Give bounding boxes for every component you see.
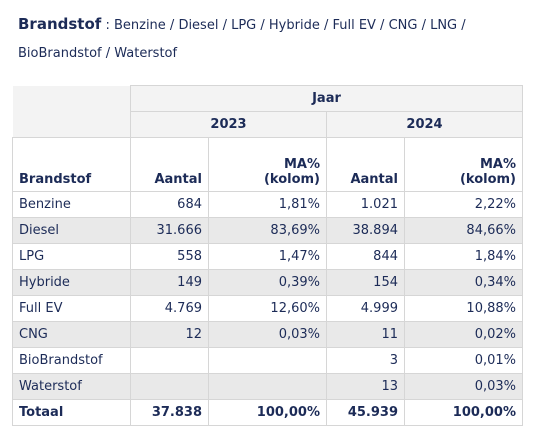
column-label: Brandstof [19, 172, 92, 187]
cell: LPG [12, 243, 131, 270]
cell: 0,01% [404, 347, 523, 374]
cell [208, 373, 327, 400]
cell: CNG [12, 321, 131, 348]
table-row: LPG 558 1,47% 844 1,84% [12, 243, 523, 270]
group-header: Jaar [130, 85, 523, 112]
cell: 3 [326, 347, 405, 374]
table-row: Totaal 37.838 100,00% 45.939 100,00% [12, 399, 523, 426]
cell: 4.769 [130, 295, 209, 322]
cell [130, 347, 209, 374]
cell: Waterstof [12, 373, 131, 400]
column-header: MA% (kolom) [404, 137, 523, 192]
total-cell: 45.939 [326, 399, 405, 426]
column-header: Aantal [130, 137, 209, 192]
table-row: Waterstof 13 0,03% [12, 373, 523, 400]
cell: 844 [326, 243, 405, 270]
cell: 1.021 [326, 191, 405, 218]
cell: 1,47% [208, 243, 327, 270]
column-label: Aantal [154, 172, 202, 187]
data-table: Jaar 2023 2024 Brandstof Aantal MA% (kolom) Aa… [12, 85, 523, 426]
cell: 2,22% [404, 191, 523, 218]
cell: 10,88% [404, 295, 523, 322]
table-row: Hybride 149 0,39% 154 0,34% [12, 269, 523, 296]
cell: Diesel [12, 217, 131, 244]
cell: BioBrandstof [12, 347, 131, 374]
cell: 83,69% [208, 217, 327, 244]
column-label: MA% (kolom) [263, 157, 320, 187]
total-cell: 100,00% [404, 399, 523, 426]
cell: 0,03% [404, 373, 523, 400]
header: Brandstof : Benzine / Diesel / LPG / Hyb… [18, 10, 518, 68]
column-label: Aantal [350, 172, 398, 187]
cell: 0,03% [208, 321, 327, 348]
cell: 154 [326, 269, 405, 296]
title: Brandstof [18, 15, 102, 33]
cell: 31.666 [130, 217, 209, 244]
cell: Full EV [12, 295, 131, 322]
total-cell: 37.838 [130, 399, 209, 426]
table-row: Diesel 31.666 83,69% 38.894 84,66% [12, 217, 523, 244]
column-header: Aantal [326, 137, 405, 192]
cell: Hybride [12, 269, 131, 296]
table-row: CNG 12 0,03% 11 0,02% [12, 321, 523, 348]
cell: 12 [130, 321, 209, 348]
cell: 4.999 [326, 295, 405, 322]
cell: 0,34% [404, 269, 523, 296]
cell: 0,39% [208, 269, 327, 296]
cell: 149 [130, 269, 209, 296]
table-row: Jaar [12, 85, 523, 112]
table-row: 2023 2024 [12, 111, 523, 138]
cell: 11 [326, 321, 405, 348]
year-header: 2024 [326, 111, 523, 138]
cell: Benzine [12, 191, 131, 218]
cell: 684 [130, 191, 209, 218]
table-row: Brandstof Aantal MA% (kolom) Aantal MA% (kol… [12, 137, 523, 192]
year-header: 2023 [130, 111, 327, 138]
cell: 1,81% [208, 191, 327, 218]
cell: 558 [130, 243, 209, 270]
cell: 84,66% [404, 217, 523, 244]
cell [130, 373, 209, 400]
blank-cell [12, 111, 131, 138]
table-row: Full EV 4.769 12,60% 4.999 10,88% [12, 295, 523, 322]
cell: 38.894 [326, 217, 405, 244]
cell: 0,02% [404, 321, 523, 348]
cell: 1,84% [404, 243, 523, 270]
table-row: Benzine 684 1,81% 1.021 2,22% [12, 191, 523, 218]
column-header: Brandstof [12, 137, 131, 192]
blank-cell [12, 85, 131, 112]
column-label: MA% (kolom) [459, 157, 516, 187]
cell [208, 347, 327, 374]
column-header: MA% (kolom) [208, 137, 327, 192]
cell: 12,60% [208, 295, 327, 322]
table-row: BioBrandstof 3 0,01% [12, 347, 523, 374]
total-cell: 100,00% [208, 399, 327, 426]
cell: 13 [326, 373, 405, 400]
subtitle: : Benzine / Diesel / LPG / Hybride / Ful… [18, 18, 466, 61]
total-cell: Totaal [12, 399, 131, 426]
